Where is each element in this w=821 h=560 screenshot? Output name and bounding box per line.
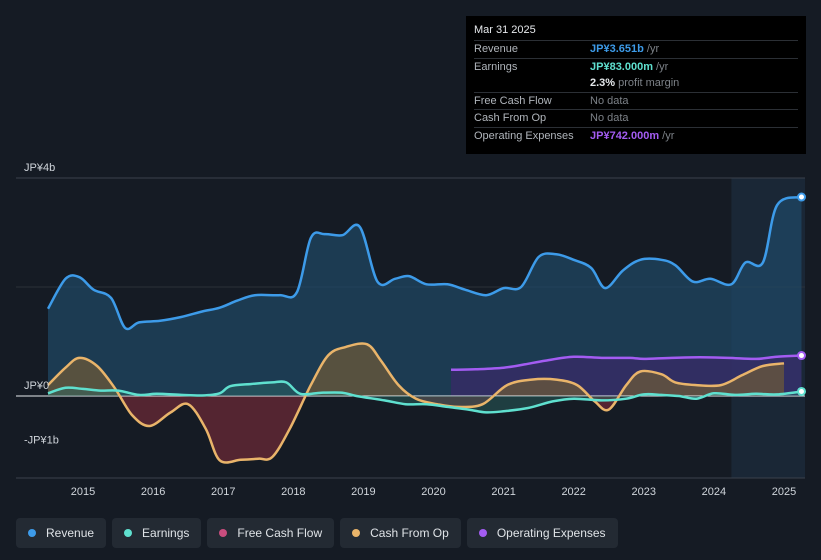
financial-area-chart: JP¥4b JP¥0 -JP¥1b 2015 2016 2017 2018 2019 2020 2…	[16, 162, 806, 498]
legend-item-free-cash-flow[interactable]: Free Cash Flow	[207, 518, 335, 548]
revenue-area	[48, 197, 802, 396]
x-tick-label: 2024	[702, 486, 726, 498]
tooltip-label: Revenue	[474, 43, 519, 56]
earnings-line	[47, 380, 802, 414]
x-tick-label: 2015	[71, 486, 95, 498]
tooltip-panel: Mar 31 2025 Revenue JP¥3.651b /yr Earnin…	[466, 16, 806, 154]
y-tick-label: -JP¥1b	[24, 435, 59, 447]
legend-item-earnings[interactable]: Earnings	[112, 518, 202, 548]
tooltip-label: Earnings	[474, 60, 518, 73]
tooltip-value: 2.3%	[590, 77, 616, 90]
legend-item-operating-expenses[interactable]: Operating Expenses	[466, 518, 618, 548]
x-tick-label: 2021	[491, 486, 515, 498]
legend-label: Operating Expenses	[496, 526, 606, 540]
tooltip-label: Free Cash Flow	[474, 94, 552, 107]
cash-from-op-area-negative	[48, 396, 784, 463]
y-tick-label: JP¥0	[24, 380, 49, 392]
tooltip-row-cfo: Cash From Op No data	[474, 109, 798, 127]
x-tick-label: 2019	[351, 486, 375, 498]
legend-label: Free Cash Flow	[237, 526, 323, 540]
tooltip-row-earnings: Earnings JP¥83.000m /yr	[474, 57, 798, 76]
legend-item-cash-from-op[interactable]: Cash From Op	[340, 518, 461, 548]
earnings-area	[48, 381, 802, 413]
revenue-dot-icon	[28, 529, 36, 537]
earnings-dot-icon	[124, 529, 133, 537]
revenue-line	[46, 195, 802, 331]
tooltip-value: JP¥742.000m	[590, 129, 660, 142]
y-tick-label: JP¥4b	[24, 162, 55, 174]
tooltip-value: No data	[590, 112, 629, 125]
tooltip-suffix: profit margin	[615, 77, 680, 90]
operating-expenses-dot-icon	[478, 529, 487, 537]
cash-from-op-dot-icon	[352, 529, 361, 537]
earnings-endpoint-marker	[796, 386, 806, 396]
x-tick-label: 2020	[421, 486, 445, 498]
operating-expenses-line	[450, 354, 802, 372]
legend-label: Cash From Op	[370, 526, 449, 540]
tooltip-row-opex: Operating Expenses JP¥742.000m /yr	[474, 126, 798, 145]
x-tick-label: 2017	[211, 486, 235, 498]
tooltip-row-revenue: Revenue JP¥3.651b /yr	[474, 40, 798, 58]
tooltip-row-margin: 2.3% profit margin	[474, 75, 798, 92]
legend-item-revenue[interactable]: Revenue	[16, 518, 107, 548]
tooltip-value: JP¥83.000m	[590, 60, 653, 73]
tooltip-label: Operating Expenses	[474, 129, 574, 142]
tooltip-suffix: /yr	[653, 60, 669, 73]
x-tick-label: 2025	[772, 486, 796, 498]
tooltip-value: No data	[590, 94, 629, 107]
free-cash-flow-dot-icon	[219, 529, 228, 537]
cash-from-op-line	[47, 342, 785, 464]
tooltip-value: JP¥3.651b	[590, 43, 644, 56]
legend-label: Earnings	[142, 526, 190, 540]
x-tick-label: 2023	[632, 486, 656, 498]
tooltip-row-fcf: Free Cash Flow No data	[474, 91, 798, 110]
x-tick-label: 2022	[561, 486, 585, 498]
tooltip-suffix: /yr	[643, 43, 660, 56]
legend-label: Revenue	[46, 526, 95, 540]
cash-from-op-area-positive	[48, 343, 784, 396]
revenue-endpoint-marker	[796, 192, 806, 202]
tooltip-date: Mar 31 2025	[474, 24, 536, 36]
tooltip-label: Cash From Op	[474, 112, 547, 125]
chart-legend: Revenue Earnings Free Cash Flow Cash Fro…	[16, 518, 618, 548]
operating-expenses-endpoint-marker	[796, 351, 806, 361]
x-tick-label: 2018	[281, 486, 305, 498]
tooltip-suffix: /yr	[659, 129, 675, 142]
x-tick-label: 2016	[141, 486, 165, 498]
